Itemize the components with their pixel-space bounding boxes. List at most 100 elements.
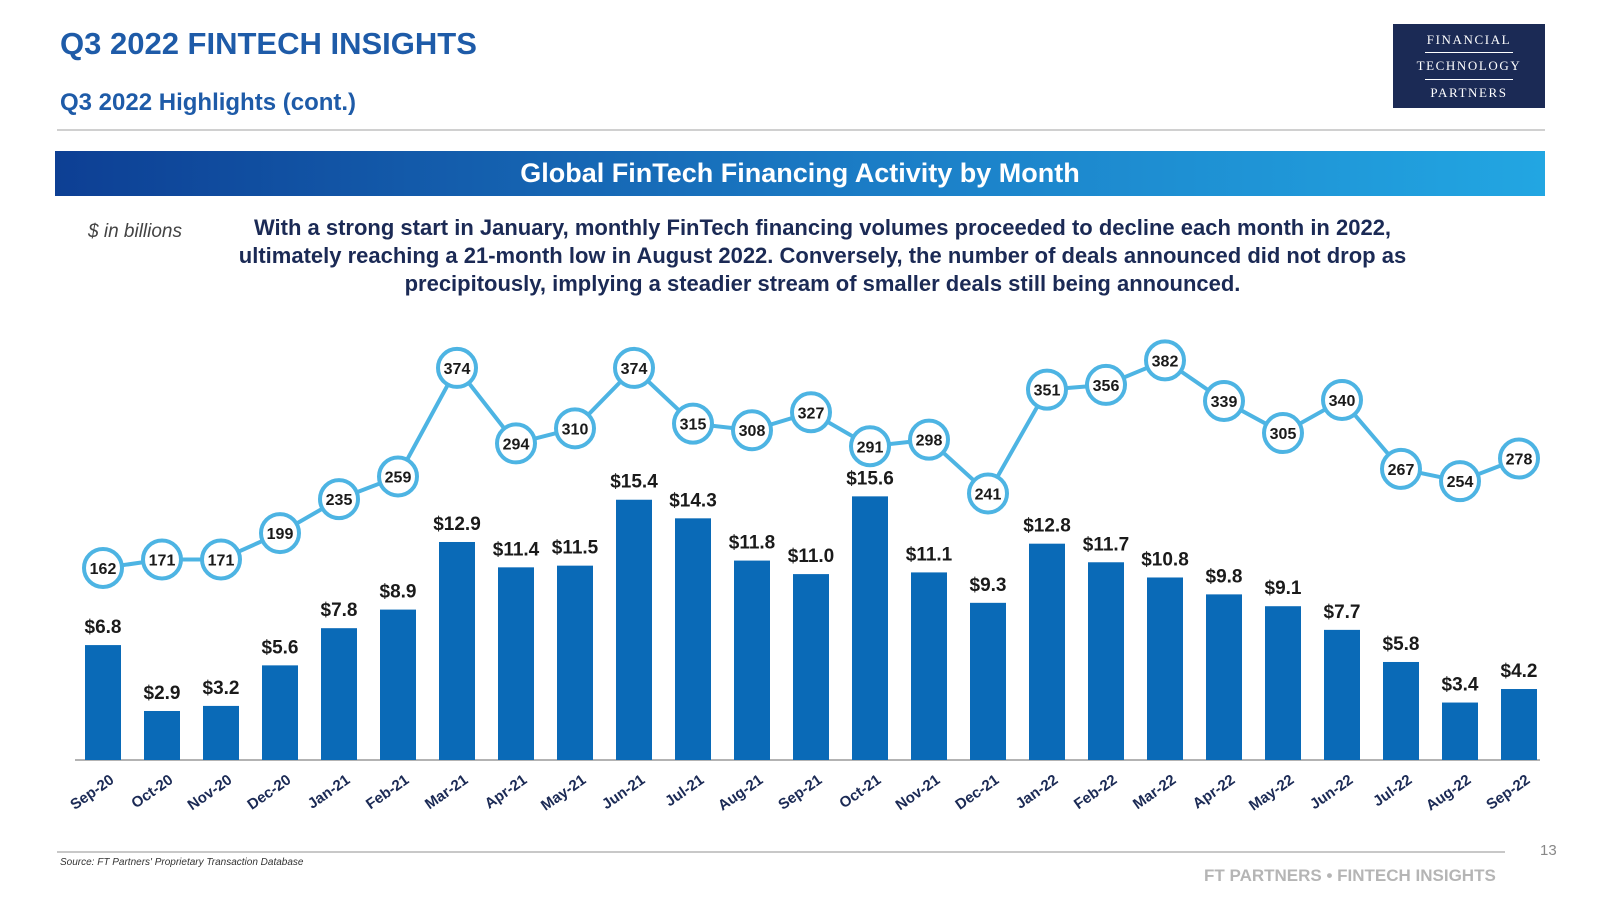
logo-line-1: FINANCIAL — [1426, 32, 1512, 47]
bar-value-label: $11.4 — [493, 539, 540, 560]
bar-value-label: $12.9 — [433, 514, 481, 535]
x-tick-label: Feb-21 — [363, 771, 412, 813]
bar-sep-22 — [1501, 689, 1537, 760]
deal-count-marker — [1085, 363, 1127, 406]
deal-count-marker — [259, 512, 301, 555]
deal-count-label: 351 — [1034, 383, 1061, 400]
bar-value-label: $11.8 — [729, 533, 776, 554]
footer-divider — [57, 851, 1505, 853]
bar-may-21 — [557, 565, 593, 760]
bar-value-label: $9.3 — [970, 575, 1007, 596]
x-tick-label: Jun-21 — [599, 771, 648, 813]
deal-count-marker — [1203, 379, 1245, 422]
bar-may-22 — [1265, 606, 1301, 760]
bar-value-label: $7.8 — [321, 600, 358, 621]
x-tick-label: Mar-21 — [422, 771, 471, 813]
deal-count-label: 298 — [916, 433, 943, 450]
bar-oct-21 — [852, 496, 888, 760]
logo-rule — [1425, 52, 1513, 53]
bar-value-label: $12.8 — [1023, 516, 1071, 537]
deal-count-marker — [790, 391, 832, 434]
page-subtitle: Q3 2022 Highlights (cont.) — [60, 89, 357, 116]
logo-line-2: TECHNOLOGY — [1416, 58, 1522, 73]
bar-apr-21 — [498, 567, 534, 760]
bar-sep-21 — [793, 574, 829, 760]
bar-value-label: $14.3 — [669, 490, 717, 511]
deal-count-label: 356 — [1093, 378, 1120, 395]
chart-title-banner: Global FinTech Financing Activity by Mon… — [55, 151, 1545, 196]
page-title: Q3 2022 FINTECH INSIGHTS — [60, 26, 477, 61]
ft-partners-logo: FINANCIAL TECHNOLOGY PARTNERS — [1393, 24, 1545, 108]
units-label: $ in billions — [88, 221, 182, 242]
deal-count-marker — [967, 472, 1009, 515]
bar-oct-20 — [144, 710, 180, 760]
page-number: 13 — [1540, 842, 1557, 859]
bar-value-label: $10.8 — [1141, 549, 1189, 570]
deal-count-marker — [1439, 460, 1481, 503]
bar-feb-22 — [1088, 562, 1124, 760]
deal-count-marker — [613, 346, 655, 389]
x-tick-label: Apr-22 — [1190, 771, 1239, 812]
header-divider — [57, 129, 1545, 131]
bar-value-label: $3.4 — [1442, 675, 1479, 696]
x-tick-label: Aug-22 — [1423, 771, 1474, 814]
bar-dec-20 — [262, 665, 298, 760]
bar-jul-22 — [1383, 661, 1419, 760]
x-tick-label: Jul-21 — [662, 771, 707, 810]
deal-count-label: 374 — [621, 361, 648, 378]
deal-count-marker — [495, 422, 537, 465]
deal-count-marker — [1026, 368, 1068, 411]
deal-count-marker — [436, 346, 478, 389]
deal-count-label: 340 — [1329, 393, 1356, 410]
bar-jan-21 — [321, 628, 357, 760]
bar-value-label: $9.8 — [1206, 566, 1243, 587]
x-tick-label: May-22 — [1246, 771, 1297, 814]
bar-value-label: $6.8 — [85, 617, 122, 638]
bar-aug-22 — [1442, 702, 1478, 760]
bar-value-label: $8.9 — [380, 582, 417, 603]
bar-value-label: $4.2 — [1501, 661, 1538, 682]
deal-count-marker — [1144, 339, 1186, 382]
x-tick-label: Jan-22 — [1013, 771, 1062, 812]
x-tick-label: Dec-21 — [952, 771, 1002, 813]
bar-jul-21 — [675, 518, 711, 760]
deal-count-marker — [1262, 412, 1304, 455]
deal-count-label: 327 — [798, 405, 825, 422]
deal-count-label: 339 — [1211, 394, 1238, 411]
bar-sep-20 — [85, 645, 121, 760]
x-tick-label: Sep-20 — [67, 771, 117, 813]
deal-count-label: 305 — [1270, 426, 1297, 443]
deal-count-label: 315 — [680, 417, 707, 434]
deal-count-marker — [200, 538, 242, 581]
x-tick-label: Mar-22 — [1130, 771, 1179, 813]
bar-value-label: $11.1 — [906, 544, 953, 565]
deal-count-marker — [1321, 379, 1363, 422]
deal-count-marker — [141, 538, 183, 581]
x-tick-label: Sep-22 — [1483, 771, 1533, 813]
bar-value-label: $11.7 — [1083, 534, 1130, 555]
bar-nov-20 — [203, 705, 239, 760]
deal-count-marker — [554, 407, 596, 450]
deal-count-label: 267 — [1388, 462, 1415, 479]
bar-mar-21 — [439, 541, 475, 760]
deal-count-label: 162 — [90, 561, 117, 578]
x-tick-label: Nov-20 — [185, 771, 236, 814]
bar-value-label: $2.9 — [144, 683, 181, 704]
deal-count-marker — [849, 425, 891, 468]
bar-value-label: $5.6 — [262, 637, 299, 658]
deal-count-label: 171 — [208, 553, 235, 570]
bar-apr-22 — [1206, 594, 1242, 760]
deal-count-label: 308 — [739, 423, 766, 440]
source-note: Source: FT Partners' Proprietary Transac… — [60, 857, 304, 868]
x-tick-label: Aug-21 — [715, 771, 766, 814]
bar-jan-22 — [1029, 543, 1065, 760]
bar-jun-21 — [616, 499, 652, 760]
x-tick-label: Jun-22 — [1307, 771, 1356, 813]
bar-value-label: $9.1 — [1265, 578, 1302, 599]
bar-value-label: $5.8 — [1383, 634, 1420, 655]
bar-aug-21 — [734, 560, 770, 760]
chart-description: With a strong start in January, monthly … — [238, 215, 1407, 296]
deal-count-label: 254 — [1447, 474, 1474, 491]
deal-count-marker — [908, 418, 950, 461]
x-tick-label: Oct-21 — [836, 771, 884, 812]
